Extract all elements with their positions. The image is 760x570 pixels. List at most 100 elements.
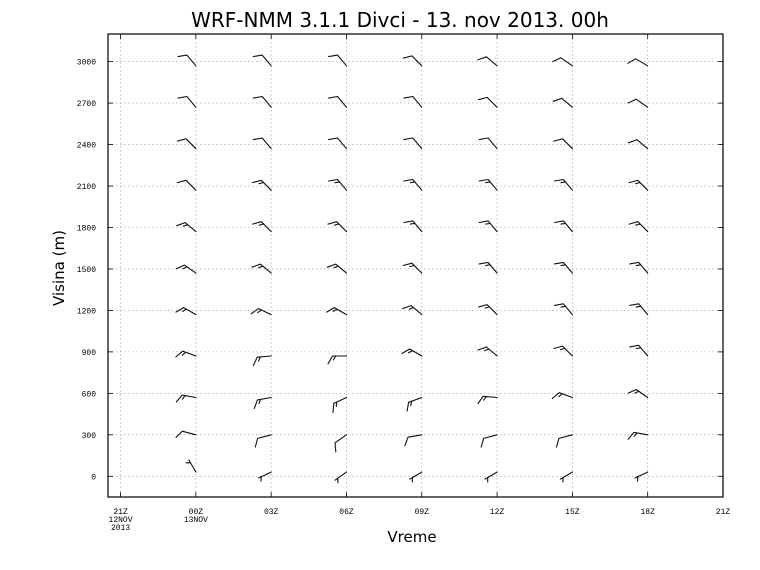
y-tick-label: 3000	[77, 59, 96, 68]
wind-barb	[553, 220, 573, 233]
wind-barb	[628, 179, 649, 191]
y-tick-label: 300	[82, 432, 97, 441]
wind-barb	[177, 54, 197, 67]
wind-barb	[175, 430, 197, 439]
wind-barb	[477, 56, 498, 67]
wind-barb	[552, 57, 573, 67]
y-tick-label: 0	[91, 473, 96, 482]
wind-barb	[627, 388, 649, 399]
wind-barb	[402, 262, 423, 274]
wind-barb	[250, 308, 272, 316]
wind-barb	[328, 178, 348, 191]
wind-barb	[628, 221, 649, 233]
x-tick-label: 18Z	[640, 508, 655, 517]
wind-barb	[629, 344, 649, 357]
wind-barb	[175, 307, 197, 316]
wind-barb	[328, 137, 348, 150]
chart-title: WRF-NMM 3.1.1 Divci - 13. nov 2013. 00h	[191, 8, 609, 32]
wind-barb	[328, 54, 348, 67]
wind-barb	[252, 137, 272, 150]
wind-barb	[403, 137, 423, 150]
x-tick-sublabel: 12NOV	[109, 516, 133, 525]
x-tick-label: 15Z	[565, 508, 580, 517]
wind-barb	[402, 305, 423, 316]
wind-barb	[403, 220, 423, 233]
wind-barb	[406, 396, 423, 412]
wind-barb	[185, 459, 197, 473]
wind-barb	[401, 348, 423, 357]
wind-barb	[403, 178, 423, 191]
wind-barb	[477, 96, 498, 108]
wind-barb	[402, 55, 423, 67]
x-tick-label: 00Z	[189, 508, 204, 517]
wind-barb	[327, 221, 348, 233]
x-tick-label: 12Z	[490, 508, 505, 517]
y-tick-label: 1800	[77, 224, 96, 233]
wind-barb	[553, 261, 573, 274]
y-axis-label: Visina (m)	[50, 230, 68, 306]
wind-barb	[552, 97, 573, 108]
wind-barb	[251, 263, 272, 274]
wind-barb	[553, 138, 573, 150]
wind-barb	[478, 137, 498, 150]
wind-barb	[257, 471, 272, 482]
wind-barb	[175, 350, 197, 358]
wind-barb	[332, 396, 348, 413]
wind-barb	[477, 346, 498, 357]
grid-lines	[108, 34, 724, 497]
wind-barb	[327, 355, 348, 365]
wind-barb	[627, 431, 649, 440]
y-tick-label: 900	[82, 349, 97, 358]
wind-barb	[252, 95, 272, 108]
x-tick-label: 21Z	[113, 508, 128, 517]
y-axis-ticks: 0 300 600 900 1200 1500 1800 2100 2400 2700 3000	[77, 59, 723, 482]
wind-barb	[551, 392, 573, 400]
wind-barb	[176, 222, 197, 233]
wind-barb	[477, 304, 498, 316]
wind-barb	[480, 434, 498, 448]
x-axis-label: Vreme	[387, 528, 436, 546]
wind-barb	[477, 395, 498, 405]
wind-barb	[326, 263, 348, 274]
wind-barb	[334, 471, 348, 484]
wind-barb	[252, 221, 272, 233]
wind-barb	[175, 264, 197, 274]
wind-barb	[252, 179, 272, 191]
y-tick-label: 2700	[77, 100, 96, 109]
y-tick-label: 1200	[77, 307, 96, 316]
wind-barb	[177, 95, 197, 108]
y-tick-label: 2400	[77, 142, 96, 151]
wind-barb	[553, 178, 573, 191]
wind-barb	[403, 95, 423, 108]
wind-barb	[326, 307, 348, 316]
wind-barb	[555, 434, 573, 448]
x-tick-label: 06Z	[339, 508, 354, 517]
wind-barb	[252, 54, 272, 67]
wind-barb	[553, 345, 573, 357]
wind-barb	[176, 179, 197, 191]
wind-barb	[478, 220, 498, 233]
wind-barb	[175, 394, 197, 403]
wind-barb	[627, 98, 649, 108]
x-tick-label: 09Z	[415, 508, 430, 517]
wind-barb	[176, 138, 197, 150]
wind-barb	[484, 471, 498, 483]
wind-barb	[253, 396, 272, 409]
wind-barb	[254, 434, 272, 448]
y-tick-label: 600	[82, 390, 97, 399]
wind-barb	[627, 139, 649, 150]
x-tick-label: 21Z	[716, 508, 731, 517]
wind-barb	[629, 261, 649, 274]
wind-barb	[478, 261, 498, 274]
wind-barb	[627, 58, 649, 67]
wind-barb	[334, 434, 348, 453]
y-tick-label: 2100	[77, 183, 96, 192]
wind-barb	[478, 178, 498, 191]
wind-barb	[409, 471, 423, 483]
wind-barb	[629, 303, 649, 316]
wind-barb	[553, 303, 573, 316]
plot-frame	[107, 33, 724, 498]
x-tick-sublabel: 13NOV	[184, 516, 208, 525]
